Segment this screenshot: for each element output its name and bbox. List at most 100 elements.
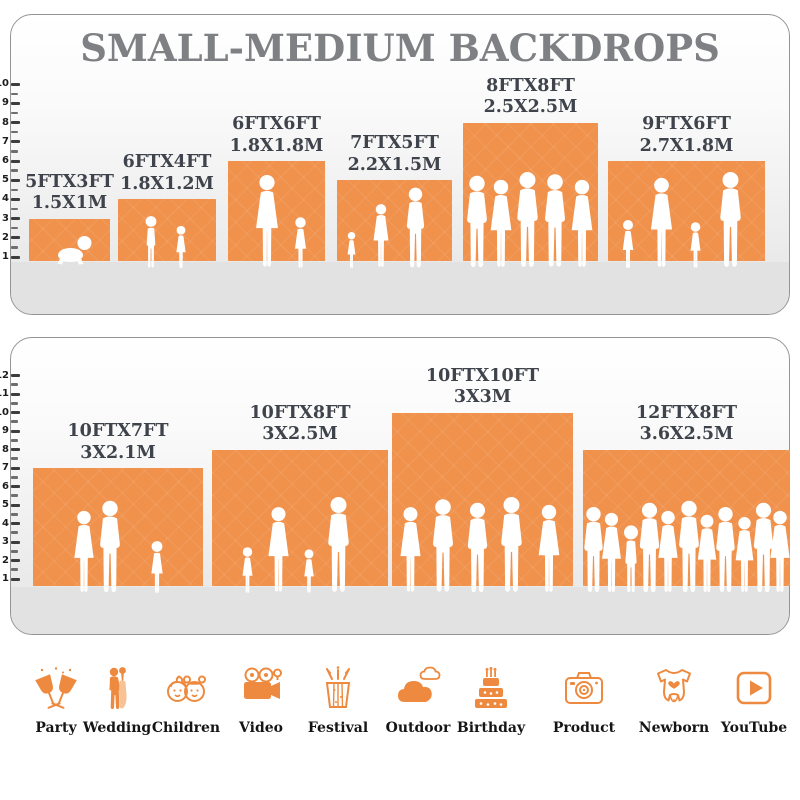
ruler-number: 10 bbox=[0, 406, 9, 418]
person-silhouette-boy bbox=[140, 215, 162, 269]
size-feet-text: 7FTX5FT bbox=[350, 133, 439, 154]
ruler-number: 9 bbox=[2, 425, 9, 436]
category-label: Wedding bbox=[82, 720, 152, 736]
ruler-number: 7 bbox=[2, 135, 9, 147]
ruler-tick-minor bbox=[11, 169, 18, 172]
ruler-tick-major bbox=[11, 159, 20, 163]
size-feet-text: 8FTX8FT bbox=[486, 75, 575, 96]
ruler-tick-minor bbox=[11, 130, 18, 134]
person-silhouette-woman bbox=[763, 510, 797, 594]
person-silhouette-man bbox=[91, 500, 129, 594]
ruler-number: 4 bbox=[2, 517, 9, 529]
backdrop-size-label: 8FTX8FT 2.5X2.5M bbox=[431, 76, 631, 119]
ruler-number: 4 bbox=[2, 193, 9, 205]
ruler-tick-major bbox=[11, 411, 20, 414]
person-silhouette-man bbox=[459, 502, 496, 594]
size-feet-text: 10FTX10FT bbox=[425, 365, 540, 386]
backdrop-size-label: 10FTX10FT 3X3M bbox=[383, 366, 583, 409]
person-silhouette-girl bbox=[290, 216, 311, 269]
backdrop-rect bbox=[228, 161, 325, 261]
ruler-tick-major bbox=[11, 82, 20, 86]
ruler-tick-major bbox=[11, 392, 20, 396]
person-silhouette-girl bbox=[146, 540, 168, 594]
size-feet-text: 9FTX6FT bbox=[642, 114, 731, 134]
ruler-number: 5 bbox=[2, 174, 9, 186]
ruler-tick-major bbox=[11, 140, 20, 144]
ruler-tick-major bbox=[11, 559, 20, 562]
ruler-number: 2 bbox=[2, 554, 9, 566]
person-silhouette-baby bbox=[48, 235, 99, 265]
person-silhouette-woman bbox=[531, 504, 567, 594]
person-silhouette-man bbox=[492, 496, 531, 594]
ruler-tick-minor bbox=[11, 111, 18, 115]
category-item-children: Children bbox=[144, 664, 228, 736]
wedding-icon bbox=[93, 664, 141, 712]
ruler-number: 2 bbox=[2, 231, 9, 243]
size-meters-text: 1.5X1M bbox=[31, 193, 108, 214]
ruler-tick-minor bbox=[11, 549, 18, 553]
category-item-outdoor: Outdoor bbox=[376, 664, 460, 736]
ruler-tick-major bbox=[11, 236, 20, 240]
person-silhouette-girl bbox=[686, 221, 705, 269]
backdrop-rect bbox=[33, 468, 203, 586]
ruler-tick-minor bbox=[11, 207, 18, 211]
ruler-tick-minor bbox=[11, 401, 18, 405]
ruler-number: 5 bbox=[2, 499, 9, 510]
panel-small-backdrops: 12345678910 5FTX3FT1.5X1M6FTX4FT1.8X1.2M… bbox=[0, 14, 790, 315]
category-item-video: Video bbox=[219, 664, 303, 736]
panel-medium-backdrops: 123456789101112 10FTX7FT3X2.1M10FTX8FT3X… bbox=[0, 337, 790, 635]
ruler-tick-minor bbox=[11, 457, 18, 461]
size-meters-text: 3X2.1M bbox=[80, 442, 156, 463]
size-feet-text: 6FTX6FT bbox=[232, 114, 321, 134]
person-silhouette-woman bbox=[393, 506, 428, 594]
person-silhouette-girl bbox=[618, 219, 638, 269]
size-meters-text: 2.2X1.5M bbox=[347, 154, 442, 175]
person-silhouette-man bbox=[424, 498, 462, 594]
backdrop-rect bbox=[212, 449, 388, 586]
ruler-tick-major bbox=[11, 577, 20, 581]
person-silhouette-man bbox=[319, 496, 358, 594]
ruler-number: 9 bbox=[2, 97, 9, 109]
size-feet-text: 10FTX7FT bbox=[67, 421, 169, 441]
size-feet-text: 10FTX8FT bbox=[249, 402, 351, 423]
person-silhouette-girl bbox=[344, 231, 359, 269]
size-meters-text: 1.8X1.8M bbox=[229, 135, 324, 156]
product-icon bbox=[560, 664, 608, 712]
children-icon bbox=[162, 664, 210, 712]
person-silhouette-man bbox=[399, 187, 432, 269]
person-silhouette-woman bbox=[643, 177, 680, 269]
ruler-number: 6 bbox=[2, 480, 9, 492]
category-item-youtube: YouTube bbox=[712, 664, 796, 736]
category-item-party: Party bbox=[14, 664, 98, 736]
ruler-tick-minor bbox=[11, 150, 18, 153]
ruler-tick-major bbox=[11, 429, 20, 433]
size-feet-text: 12FTX8FT bbox=[635, 402, 737, 423]
ruler-tick-major bbox=[11, 255, 20, 259]
backdrop-rect bbox=[118, 199, 216, 261]
ruler-number: 8 bbox=[2, 116, 9, 128]
outdoor-icon bbox=[394, 664, 442, 712]
ruler-tick-minor bbox=[11, 383, 18, 387]
ruler-tick-minor bbox=[11, 92, 18, 96]
ruler-number: 3 bbox=[2, 212, 9, 224]
page-title: SMALL-MEDIUM BACKDROPS bbox=[80, 26, 720, 70]
category-icons-row: Party Wedding Children Video Festival Ou… bbox=[0, 664, 800, 754]
backdrop-size-label: 9FTX6FT 2.7X1.8M bbox=[587, 114, 787, 157]
ruler-number: 1 bbox=[2, 251, 9, 262]
backdrop-size-label: 6FTX4FT 1.8X1.2M bbox=[67, 152, 267, 195]
ruler-number: 6 bbox=[2, 155, 9, 166]
newborn-icon bbox=[650, 664, 698, 712]
ruler-number: 11 bbox=[0, 388, 9, 399]
category-item-festival: Festival bbox=[296, 664, 380, 736]
ruler-tick-major bbox=[11, 374, 20, 377]
person-silhouette-woman bbox=[261, 506, 296, 594]
ruler-tick-major bbox=[11, 121, 20, 125]
category-label: Festival bbox=[307, 720, 369, 736]
size-meters-text: 2.7X1.8M bbox=[639, 135, 734, 156]
ruler-tick-minor bbox=[11, 438, 18, 442]
ruler-tick-minor bbox=[11, 494, 18, 498]
birthday-icon bbox=[467, 664, 515, 712]
ruler-tick-minor bbox=[11, 475, 18, 479]
category-label: Party bbox=[35, 720, 77, 736]
person-silhouette-girl bbox=[300, 548, 318, 594]
